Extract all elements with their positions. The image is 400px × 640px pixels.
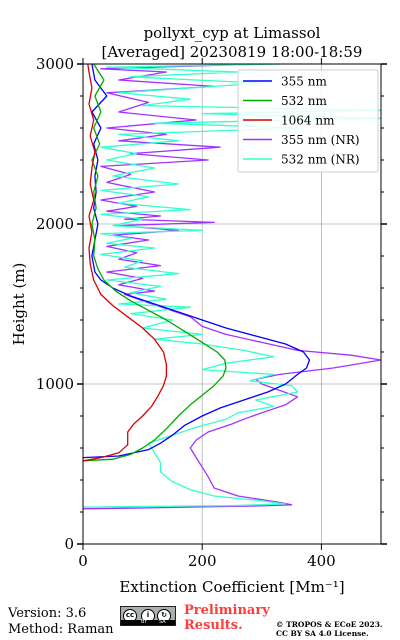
y-tick-label: 0	[64, 535, 74, 553]
chart-title: pollyxt_cyp at Limassol	[144, 24, 321, 42]
legend-label-0: 355 nm	[281, 75, 327, 89]
legend-label-1: 532 nm	[281, 94, 327, 108]
copyright-line-2: CC BY SA 4.0 License.	[276, 629, 369, 638]
copyright-notice: © TROPOS & ECoE 2023. CC BY SA 4.0 Licen…	[276, 620, 383, 638]
y-axis-label: Height (m)	[10, 263, 28, 346]
axis-ticks	[77, 58, 387, 550]
badge-by-label: BY	[141, 619, 148, 625]
method-label: Method: Raman	[8, 622, 114, 637]
y-tick-label: 2000	[36, 215, 74, 233]
preliminary-line-1: Preliminary	[184, 603, 270, 618]
y-tick-label: 3000	[36, 55, 74, 73]
x-tick-label: 200	[188, 552, 217, 570]
version-label: Version: 3.6	[8, 606, 87, 621]
y-tick-label: 1000	[36, 375, 74, 393]
badge-sa-label: SA	[159, 619, 166, 625]
legend: 355 nm 532 nm 1064 nm 355 nm (NR) 532 nm (NR…	[237, 69, 379, 173]
chart-subtitle: [Averaged] 20230819 18:00-18:59	[102, 43, 363, 61]
preliminary-line-2: Results.	[184, 618, 243, 633]
series-line-2	[83, 64, 168, 462]
copyright-line-1: © TROPOS & ECoE 2023.	[276, 620, 383, 629]
axis-tick-labels: 0 200 400 0 1000 2000 3000	[36, 55, 336, 570]
preliminary-results-notice: Preliminary Results.	[184, 603, 270, 633]
legend-label-3: 355 nm (NR)	[281, 133, 360, 147]
cc-license-badge: cc i ↻ BY SA	[120, 606, 176, 626]
series-line-3	[83, 64, 381, 510]
legend-label-4: 532 nm (NR)	[281, 153, 360, 167]
x-axis-label: Extinction Coefficient [Mm⁻¹]	[119, 578, 344, 596]
plot-frame	[82, 63, 382, 545]
x-tick-label: 400	[307, 552, 336, 570]
badge-strip: BY SA	[121, 619, 175, 625]
cc-icon: cc	[123, 609, 137, 623]
share-alike-icon: ↻	[157, 609, 171, 623]
legend-label-2: 1064 nm	[281, 114, 335, 128]
series-line-0	[83, 64, 311, 459]
x-tick-label: 0	[78, 552, 88, 570]
legend-box	[237, 69, 379, 173]
